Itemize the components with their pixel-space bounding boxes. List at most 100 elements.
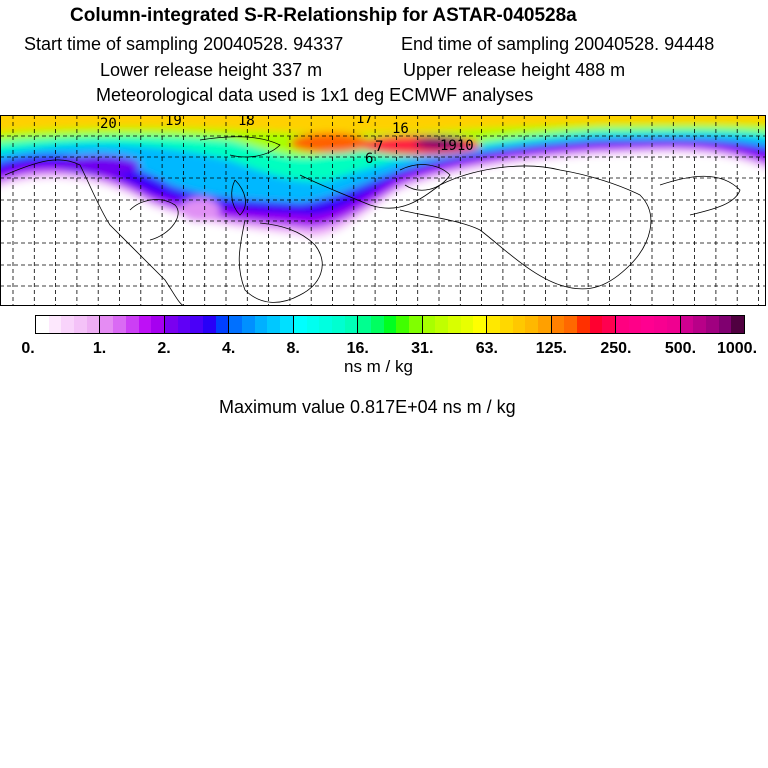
lower-release-height: Lower release height 337 m (100, 60, 323, 80)
color-swatch (435, 316, 449, 333)
color-swatch (409, 316, 422, 333)
color-scale-tick-label: 250. (600, 340, 632, 357)
color-scale-tick-label: 0. (21, 340, 35, 357)
maximum-value: Maximum value 0.817E+04 ns m / kg (219, 397, 516, 417)
meteorological-data-note: Meteorological data used is 1x1 deg ECMW… (96, 85, 534, 105)
color-swatch (100, 316, 114, 333)
trajectory-label: 19 (165, 115, 182, 129)
color-swatch (537, 316, 551, 333)
color-swatch (680, 316, 694, 333)
upper-release-height: Upper release height 488 m (403, 60, 626, 80)
color-swatch (215, 316, 229, 333)
color-scale-group (616, 316, 681, 333)
color-swatch (551, 316, 565, 333)
color-scale-tick-label: 31. (411, 340, 434, 357)
map-frame (0, 115, 766, 306)
start-time: Start time of sampling 20040528. 94337 (24, 34, 344, 54)
color-scale-tick-label: 8. (286, 340, 300, 357)
color-scale-group (422, 316, 488, 333)
color-scale-tick-label: 63. (475, 340, 498, 357)
color-scale-bar (35, 315, 745, 334)
color-swatch (113, 316, 126, 333)
color-swatch (396, 316, 410, 333)
color-swatch (190, 316, 203, 333)
color-swatch (331, 316, 345, 333)
color-scale-tick-label: 2. (157, 340, 171, 357)
color-swatch (628, 316, 642, 333)
color-swatch (693, 316, 706, 333)
sr-relationship-map: 20 19 18 17 16 76 1910 (0, 115, 766, 306)
color-swatch (61, 316, 75, 333)
trajectory-label: 18 (238, 115, 255, 129)
color-scale-group (293, 316, 359, 333)
color-swatch (74, 316, 87, 333)
color-scale-tick-label: 1000. (716, 340, 758, 357)
color-scale-group (229, 316, 294, 333)
color-swatch (718, 316, 732, 333)
color-scale-group (36, 316, 101, 333)
coastlines (4, 136, 741, 306)
color-swatch (254, 316, 268, 333)
color-swatch (512, 316, 526, 333)
color-swatch (616, 316, 629, 333)
trajectory-label: 16 (392, 121, 409, 137)
color-swatch (242, 316, 255, 333)
color-swatch (666, 316, 680, 333)
trajectory-label: 17 (356, 115, 373, 127)
color-swatch (705, 316, 719, 333)
plot-title: Column-integrated S-R-Relationship for A… (70, 5, 577, 26)
trajectory-label: 20 (100, 116, 117, 132)
trajectory-label: 6 (365, 151, 373, 167)
color-swatch (525, 316, 538, 333)
color-swatch (487, 316, 500, 333)
color-swatch (202, 316, 216, 333)
color-swatch (48, 316, 62, 333)
end-time: End time of sampling 20040528. 94448 (401, 34, 715, 54)
color-scale-group (100, 316, 165, 333)
color-swatch (641, 316, 655, 333)
trajectory-label: 7 (375, 139, 383, 155)
color-swatch (293, 316, 307, 333)
color-swatch (344, 316, 358, 333)
color-scale-tick-label: 4. (221, 340, 236, 357)
trajectory-labels: 20 19 18 17 16 76 1910 (100, 115, 474, 167)
color-scale-tick-label: 16. (346, 340, 369, 357)
color-scale-group (358, 316, 423, 333)
color-swatch (602, 316, 616, 333)
color-scale-units: ns m / kg (344, 357, 413, 376)
color-scale-tick-label: 125. (535, 340, 567, 357)
color-swatch (306, 316, 320, 333)
color-swatch (164, 316, 178, 333)
color-swatch (358, 316, 371, 333)
color-swatch (151, 316, 164, 333)
color-swatch (229, 316, 243, 333)
color-scale-tick-label: 1. (92, 340, 107, 357)
color-swatch (448, 316, 461, 333)
color-swatch (460, 316, 474, 333)
color-swatch (86, 316, 100, 333)
color-swatch (319, 316, 332, 333)
color-scale-group (164, 316, 230, 333)
color-swatch (564, 316, 577, 333)
color-scale-group (680, 316, 744, 333)
color-swatch (654, 316, 667, 333)
color-swatch (177, 316, 191, 333)
color-swatch (267, 316, 281, 333)
color-swatch (499, 316, 513, 333)
trajectory-label: 1910 (440, 138, 474, 154)
color-swatch (731, 316, 744, 333)
color-swatch (280, 316, 293, 333)
lat-lon-grid (0, 115, 766, 306)
color-swatch (383, 316, 397, 333)
color-swatch (577, 316, 590, 333)
color-swatch (422, 316, 436, 333)
color-swatch (125, 316, 139, 333)
color-swatch (36, 316, 49, 333)
color-scale-group (551, 316, 617, 333)
color-swatch (138, 316, 152, 333)
color-swatch (370, 316, 384, 333)
color-swatch (589, 316, 603, 333)
color-swatch (473, 316, 487, 333)
color-scale-group (487, 316, 552, 333)
color-scale-tick-label: 500. (664, 340, 697, 357)
